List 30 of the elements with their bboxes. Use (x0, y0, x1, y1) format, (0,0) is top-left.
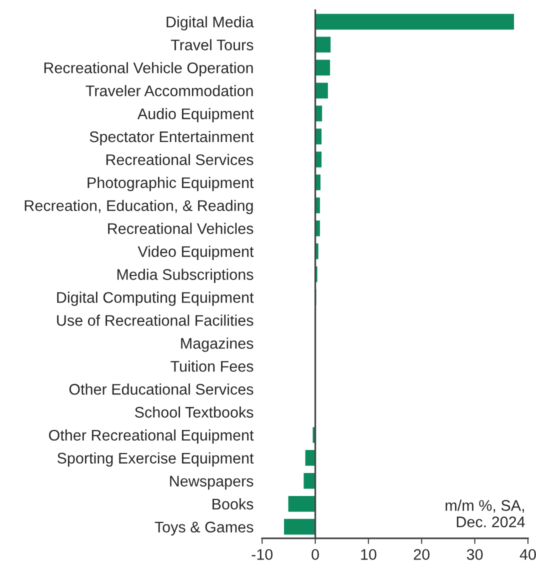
y-tick-label: Photographic Equipment (88, 176, 254, 192)
x-tick-label: -10 (252, 549, 273, 560)
y-tick-label: Video Equipment (138, 246, 254, 260)
y-tick-label: Traveler Accommodation (86, 85, 253, 96)
y-tick-label: Other Educational Services (69, 384, 254, 395)
x-tick-label: 0 (312, 549, 319, 560)
y-tick-label: Digital Computing Equipment (57, 292, 254, 306)
y-tick-label: Audio Equipment (137, 108, 254, 122)
y-tick-label: Toys & Games (154, 522, 254, 536)
y-tick-label: Recreational Vehicles (108, 222, 254, 234)
y-tick-label: Recreational Services (106, 154, 254, 166)
annotation: m/m %, SA, Dec. 2024 (446, 500, 525, 528)
y-tick-label: Magazines (181, 338, 254, 352)
y-tick-label: Media Subscriptions (117, 268, 254, 283)
x-tick-label: 30 (466, 549, 483, 560)
y-tick-label: Tuition Fees (170, 360, 254, 372)
y-tick-label: Travel Tours (170, 39, 254, 50)
x-tick-label: 20 (414, 549, 430, 560)
y-tick-label: School Textbooks (135, 406, 254, 418)
y-tick-label: Other Recreational Equipment (48, 429, 254, 444)
y-tick-label: Recreation, Education, & Reading (24, 200, 253, 214)
y-tick-label: Books (212, 498, 254, 510)
y-tick-label: Newspapers (170, 476, 254, 490)
y-tick-label: Digital Media (166, 16, 254, 30)
x-tick-label: 10 (361, 549, 376, 560)
y-tick-label: Recreational Vehicle Operation (44, 62, 253, 76)
x-tick-label: 40 (520, 549, 536, 560)
y-tick-label: Use of Recreational Facilities (57, 314, 254, 326)
y-tick-label: Spectator Entertainment (90, 130, 254, 146)
y-tick-label: Sporting Exercise Equipment (57, 452, 254, 467)
